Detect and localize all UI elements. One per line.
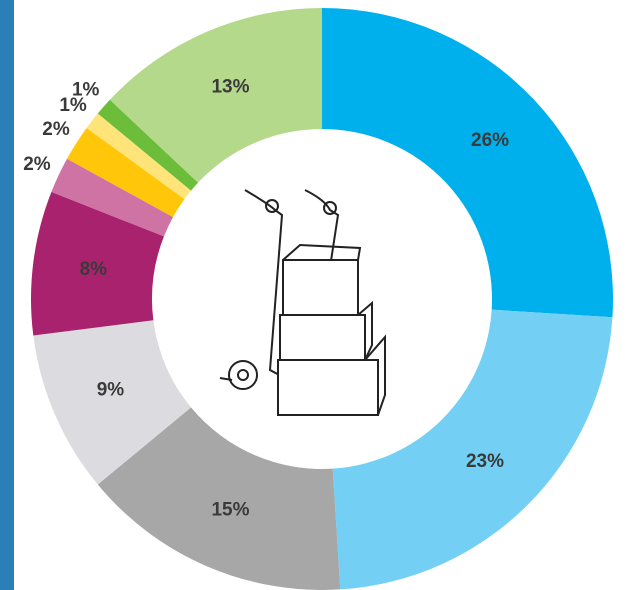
value-label: 9%	[97, 380, 125, 401]
value-label: 26%	[471, 130, 509, 151]
hand-truck-icon	[220, 190, 385, 415]
value-label: 1%	[72, 80, 100, 101]
page: {"chart_data": {"type": "donut", "values…	[0, 0, 641, 590]
slice	[322, 8, 613, 317]
slice	[333, 310, 613, 590]
value-label: 23%	[466, 451, 504, 472]
value-label: 15%	[211, 500, 249, 521]
value-label: 2%	[42, 119, 70, 140]
value-label: 13%	[211, 76, 249, 97]
side-bar	[0, 0, 14, 590]
value-label: 2%	[23, 154, 51, 175]
chart: 26%23%15%9%8%2%2%1%1%13%	[0, 0, 641, 590]
value-label: 8%	[80, 259, 108, 280]
